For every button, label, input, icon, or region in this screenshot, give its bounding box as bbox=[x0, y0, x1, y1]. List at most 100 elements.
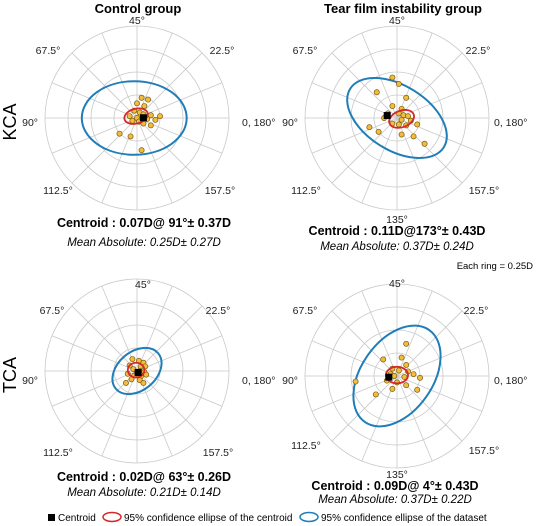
angle-tick-label: 135° bbox=[386, 469, 408, 481]
centroid-marker bbox=[383, 112, 391, 120]
data-point bbox=[389, 74, 396, 81]
data-point bbox=[403, 362, 410, 368]
mean-absolute-text-tca-control: Mean Absolute: 0.21D± 0.14D bbox=[67, 487, 221, 499]
legend-centroid-label: Centroid bbox=[58, 513, 96, 524]
angle-tick-label: 67.5° bbox=[36, 45, 61, 57]
row-label-tca: TCA bbox=[0, 357, 20, 393]
angle-tick-label: 45° bbox=[389, 15, 405, 27]
centroid-text-kca-control: Centroid : 0.07D@ 91°± 0.37D bbox=[57, 216, 231, 230]
angle-tick-label: 22.5° bbox=[466, 45, 491, 57]
data-point bbox=[417, 374, 423, 381]
data-point bbox=[405, 113, 411, 120]
angle-tick-label: 90° bbox=[282, 375, 298, 387]
column-title-control: Control group bbox=[95, 1, 182, 16]
data-point bbox=[138, 94, 145, 101]
angle-tick-label: 0, 180° bbox=[242, 117, 275, 129]
centroid-confidence-ellipse bbox=[123, 107, 149, 125]
angle-tick-label: 157.5° bbox=[469, 445, 499, 457]
ring-scale-note: Each ring = 0.25D bbox=[457, 261, 533, 272]
angle-tick-label: 22.5° bbox=[206, 305, 231, 317]
angle-tick-label: 112.5° bbox=[291, 440, 321, 452]
angle-tick-label: 135° bbox=[386, 214, 408, 226]
centroid-marker bbox=[134, 368, 142, 376]
angle-tick-label: 45° bbox=[129, 15, 145, 27]
data-point bbox=[134, 100, 140, 107]
column-title-tear-film: Tear film instability group bbox=[324, 1, 482, 16]
angle-tick-label: 157.5° bbox=[469, 185, 499, 197]
data-point bbox=[389, 103, 396, 109]
polar-panel-tca-control: 45° 22.5° 0, 180° 157.5° 112.5° 90° 67.5° bbox=[22, 278, 275, 464]
data-point bbox=[352, 378, 359, 385]
angle-tick-label: 0, 180° bbox=[494, 375, 527, 387]
angle-tick-label: 45° bbox=[389, 278, 405, 290]
angle-tick-label: 0, 180° bbox=[494, 117, 527, 129]
centroid-text-kca-tear-film: Centroid : 0.11D@173°± 0.43D bbox=[309, 224, 486, 238]
data-point bbox=[410, 133, 417, 140]
centroid-text-tca-control: Centroid : 0.02D@ 63°± 0.26D bbox=[57, 470, 231, 484]
data-point bbox=[138, 147, 145, 154]
angle-tick-label: 67.5° bbox=[293, 305, 318, 317]
data-point bbox=[145, 96, 151, 103]
centroid-text-tca-tear-film: Centroid : 0.09D@ 4°± 0.43D bbox=[311, 479, 478, 493]
angle-tick-label: 157.5° bbox=[205, 185, 235, 197]
data-point bbox=[403, 382, 410, 389]
polar-panel-kca-control: 45° 22.5° 0, 180° 157.5° 112.5° 90° 67.5° bbox=[22, 15, 275, 211]
data-point bbox=[414, 386, 421, 393]
data-point bbox=[157, 113, 163, 120]
data-point bbox=[380, 356, 387, 363]
data-point bbox=[398, 116, 405, 123]
legend-dataset-ellipse-marker bbox=[299, 511, 319, 523]
data-point bbox=[129, 356, 136, 362]
legend-centroid-ellipse-marker bbox=[102, 511, 122, 523]
data-point bbox=[403, 340, 410, 347]
data-point bbox=[395, 121, 402, 128]
mean-absolute-text-kca-control: Mean Absolute: 0.25D± 0.27D bbox=[67, 237, 221, 249]
data-point bbox=[366, 124, 373, 131]
data-point bbox=[373, 89, 380, 96]
data-point bbox=[126, 113, 133, 120]
mean-absolute-text-kca-tear-film: Mean Absolute: 0.37D± 0.24D bbox=[320, 241, 474, 253]
data-point bbox=[129, 117, 136, 124]
angle-tick-label: 90° bbox=[282, 117, 298, 129]
data-point bbox=[372, 391, 379, 398]
angle-tick-label: 157.5° bbox=[203, 447, 233, 459]
angle-tick-label: 22.5° bbox=[210, 45, 235, 57]
centroid-confidence-ellipse bbox=[126, 361, 146, 379]
data-point bbox=[391, 373, 398, 379]
mean-absolute-text-tca-tear-film: Mean Absolute: 0.37D± 0.22D bbox=[318, 494, 472, 506]
data-point bbox=[410, 371, 417, 378]
angle-tick-label: 90° bbox=[22, 375, 38, 387]
data-point bbox=[116, 130, 123, 137]
angle-tick-label: 112.5° bbox=[291, 185, 321, 197]
legend-centroid-marker bbox=[48, 514, 55, 521]
centroid-marker bbox=[139, 114, 147, 122]
data-point bbox=[398, 354, 405, 361]
data-point bbox=[395, 81, 402, 87]
data-point bbox=[421, 140, 428, 147]
data-point bbox=[403, 94, 410, 101]
angle-tick-label: 67.5° bbox=[40, 305, 65, 317]
angle-tick-label: 90° bbox=[22, 117, 38, 129]
centroid-confidence-ellipse bbox=[388, 109, 415, 129]
centroid-marker bbox=[385, 373, 393, 381]
polar-spoke bbox=[311, 82, 483, 154]
angle-tick-label: 0, 180° bbox=[242, 375, 275, 387]
data-point bbox=[147, 122, 154, 129]
data-point bbox=[398, 131, 405, 138]
dataset-confidence-ellipse bbox=[352, 324, 442, 428]
angle-tick-label: 45° bbox=[135, 279, 151, 291]
data-point bbox=[375, 128, 382, 135]
dataset-confidence-ellipse bbox=[80, 80, 188, 156]
data-point bbox=[152, 116, 159, 123]
angle-tick-label: 112.5° bbox=[43, 447, 73, 459]
data-point bbox=[414, 121, 421, 128]
polar-panel-kca-tear-film: 45° 22.5° 0, 180° 157.5° 135° 112.5° 90° 67.5° bbox=[282, 15, 527, 226]
legend-centroid-ellipse-label: 95% confidence ellipse of the centroid bbox=[124, 513, 292, 524]
data-point bbox=[389, 385, 396, 392]
dataset-confidence-ellipse bbox=[111, 346, 163, 396]
data-point bbox=[395, 367, 402, 374]
legend: Centroid 95% confidence ellipse of the c… bbox=[48, 511, 487, 524]
angle-tick-label: 112.5° bbox=[43, 185, 73, 197]
data-point bbox=[127, 133, 134, 140]
